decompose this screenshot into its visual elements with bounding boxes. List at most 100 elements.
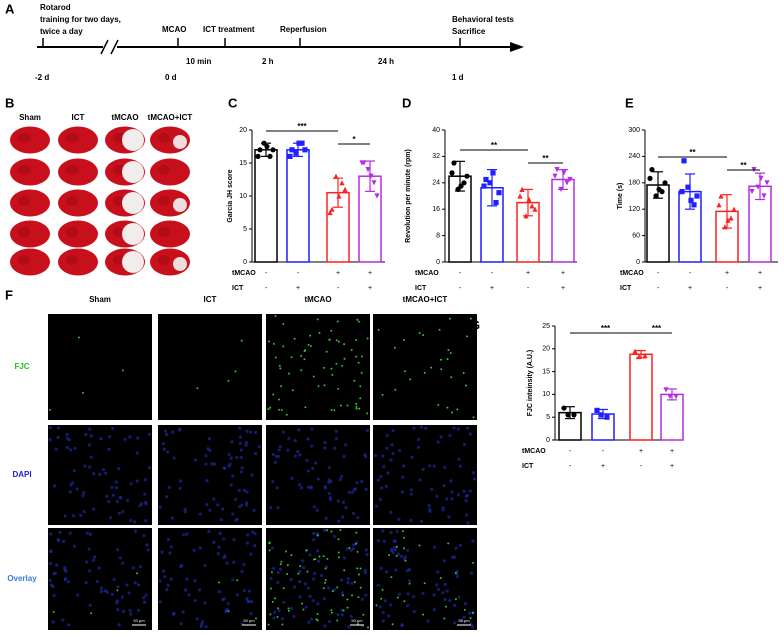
fjc-cell bbox=[280, 409, 283, 412]
data-point bbox=[526, 196, 532, 202]
nucleus bbox=[338, 477, 342, 482]
nucleus bbox=[286, 448, 290, 452]
nucleus bbox=[108, 435, 112, 439]
nucleus bbox=[84, 433, 88, 437]
fjc-cell bbox=[309, 345, 312, 348]
fjc-cell bbox=[409, 378, 412, 381]
y-tick-label: 180 bbox=[628, 180, 640, 187]
nucleus bbox=[432, 545, 436, 549]
nucleus bbox=[166, 537, 171, 542]
row-label: DAPI bbox=[12, 470, 31, 479]
nucleus bbox=[450, 490, 454, 494]
data-point bbox=[632, 348, 638, 354]
bar bbox=[629, 353, 653, 441]
data-point bbox=[464, 173, 470, 179]
nucleus bbox=[172, 611, 176, 616]
nucleus bbox=[305, 458, 309, 462]
fjc-cell bbox=[240, 339, 243, 342]
nucleus bbox=[448, 598, 452, 603]
nucleus bbox=[293, 438, 297, 443]
nucleus bbox=[277, 608, 281, 613]
fjc-cell bbox=[330, 329, 333, 332]
data-point bbox=[679, 189, 685, 195]
brain-slice bbox=[150, 220, 190, 248]
nucleus bbox=[327, 491, 332, 496]
nucleus bbox=[239, 470, 244, 474]
nucleus bbox=[406, 603, 410, 608]
nucleus bbox=[84, 581, 88, 585]
fjc-cell bbox=[272, 342, 275, 345]
nucleus bbox=[312, 577, 316, 581]
nucleus bbox=[117, 623, 121, 627]
nucleus bbox=[231, 474, 235, 478]
nucleus bbox=[350, 490, 355, 494]
fjc-cell bbox=[380, 597, 383, 600]
nucleus bbox=[73, 446, 77, 451]
fjc-cell bbox=[323, 384, 326, 387]
nucleus bbox=[271, 479, 275, 484]
fjc-cell bbox=[318, 555, 321, 558]
fjc-cell bbox=[341, 594, 344, 597]
nucleus bbox=[334, 436, 339, 441]
fjc-cell bbox=[284, 550, 287, 553]
nucleus bbox=[337, 519, 341, 523]
condition-sign: + bbox=[758, 285, 762, 292]
nucleus bbox=[249, 552, 253, 556]
nucleus bbox=[292, 614, 296, 618]
nucleus bbox=[182, 533, 186, 537]
nucleus bbox=[158, 579, 162, 583]
nucleus bbox=[323, 624, 327, 628]
infarct bbox=[173, 257, 187, 271]
nucleus bbox=[129, 612, 133, 616]
panel-label: E bbox=[625, 95, 634, 110]
nucleus bbox=[245, 490, 249, 494]
fjc-cell bbox=[333, 409, 336, 412]
fjc-cell bbox=[268, 340, 271, 343]
nucleus bbox=[296, 449, 300, 454]
nucleus bbox=[172, 456, 176, 460]
nucleus bbox=[323, 440, 327, 445]
nucleus bbox=[117, 467, 121, 471]
break-mark bbox=[110, 39, 119, 55]
slice-texture bbox=[18, 227, 30, 237]
condition-sign: + bbox=[368, 285, 372, 292]
nucleus bbox=[277, 448, 281, 452]
nucleus bbox=[232, 560, 236, 564]
y-tick-label: 0 bbox=[243, 259, 247, 266]
nucleus bbox=[253, 430, 258, 435]
nucleus bbox=[273, 610, 277, 615]
nucleus bbox=[399, 554, 403, 558]
fjc-cell bbox=[309, 334, 312, 337]
nucleus bbox=[49, 549, 53, 553]
nucleus bbox=[381, 619, 385, 623]
fjc-cell bbox=[121, 369, 124, 372]
nucleus bbox=[412, 426, 416, 430]
nucleus bbox=[138, 504, 142, 508]
slice-texture bbox=[158, 227, 170, 237]
nucleus bbox=[131, 566, 136, 570]
condition-sign: - bbox=[527, 285, 530, 292]
fjc-cell bbox=[358, 407, 361, 410]
nucleus bbox=[121, 561, 125, 565]
nucleus bbox=[389, 510, 393, 514]
fjc-cell bbox=[268, 542, 271, 545]
nucleus bbox=[450, 555, 455, 559]
nucleus bbox=[316, 477, 321, 481]
nucleus bbox=[92, 558, 96, 562]
fjc-cell bbox=[351, 594, 354, 597]
nucleus bbox=[217, 545, 221, 549]
condition-sign: + bbox=[526, 270, 530, 277]
nucleus bbox=[393, 545, 397, 550]
nucleus bbox=[212, 462, 217, 466]
fjc-cell bbox=[362, 613, 365, 616]
nucleus bbox=[472, 477, 477, 481]
nucleus bbox=[192, 548, 196, 552]
nucleus bbox=[163, 575, 167, 579]
data-point bbox=[662, 180, 668, 186]
nucleus bbox=[112, 577, 116, 581]
nucleus bbox=[471, 539, 475, 543]
nucleus bbox=[419, 519, 424, 524]
nucleus bbox=[389, 603, 393, 607]
nucleus bbox=[61, 618, 65, 622]
data-point bbox=[299, 140, 305, 146]
